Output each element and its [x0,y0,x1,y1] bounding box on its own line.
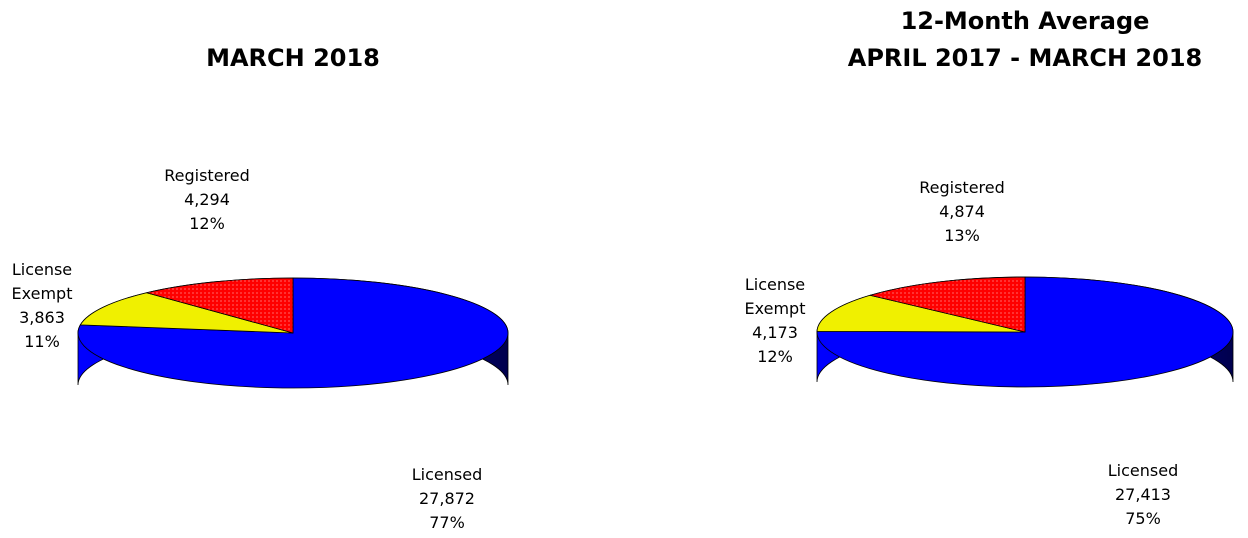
label-category: License Exempt [11,260,73,303]
chart-title: MARCH 2018 [206,44,380,72]
label-category: Licensed [411,465,483,484]
label-category: Licensed [1107,461,1179,480]
label-percent: 77% [429,513,465,532]
chart-title: 12-Month Average [900,7,1150,35]
pie-slice [816,276,1234,388]
label-percent: 11% [24,332,60,351]
label-value: 27,413 [1115,485,1171,504]
pie-slice [79,292,294,334]
slice-label: Licensed 27,872 77% [387,463,507,535]
label-percent: 13% [944,226,980,245]
pie-slice [146,277,294,334]
label-value: 4,173 [752,323,798,342]
pie-slice [868,276,1026,333]
label-value: 4,874 [939,202,985,221]
label-value: 4,294 [184,190,230,209]
label-percent: 75% [1125,509,1161,528]
label-value: 3,863 [19,308,65,327]
slice-label: Registered 4,294 12% [147,164,267,236]
label-percent: 12% [757,347,793,366]
label-category: Registered [164,166,250,185]
label-percent: 12% [189,214,225,233]
pie-slice [816,294,1026,333]
label-category: License Exempt [744,275,806,318]
slice-label: License Exempt 4,173 12% [735,273,815,369]
slice-label: License Exempt 3,863 11% [2,258,82,354]
chart-subtitle: APRIL 2017 - MARCH 2018 [847,44,1203,72]
label-category: Registered [919,178,1005,197]
slice-label: Licensed 27,413 75% [1083,459,1203,531]
label-value: 27,872 [419,489,475,508]
slice-label: Registered 4,874 13% [902,176,1022,248]
